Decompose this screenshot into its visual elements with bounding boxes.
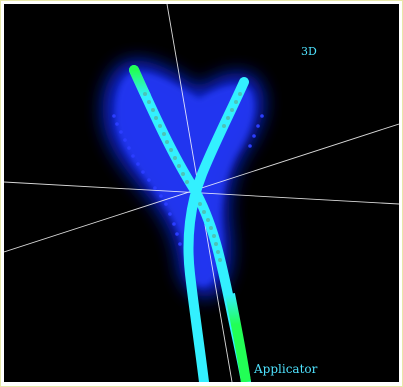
- 3d-render-canvas[interactable]: 3D Applicator: [4, 4, 399, 382]
- 3d-scene-graphic: [4, 4, 399, 382]
- view-mode-label: 3D: [301, 45, 317, 58]
- source-dwell-dots: [143, 92, 242, 262]
- structure-label-applicator: Applicator: [254, 362, 318, 376]
- volume-edge-dots: [112, 114, 264, 246]
